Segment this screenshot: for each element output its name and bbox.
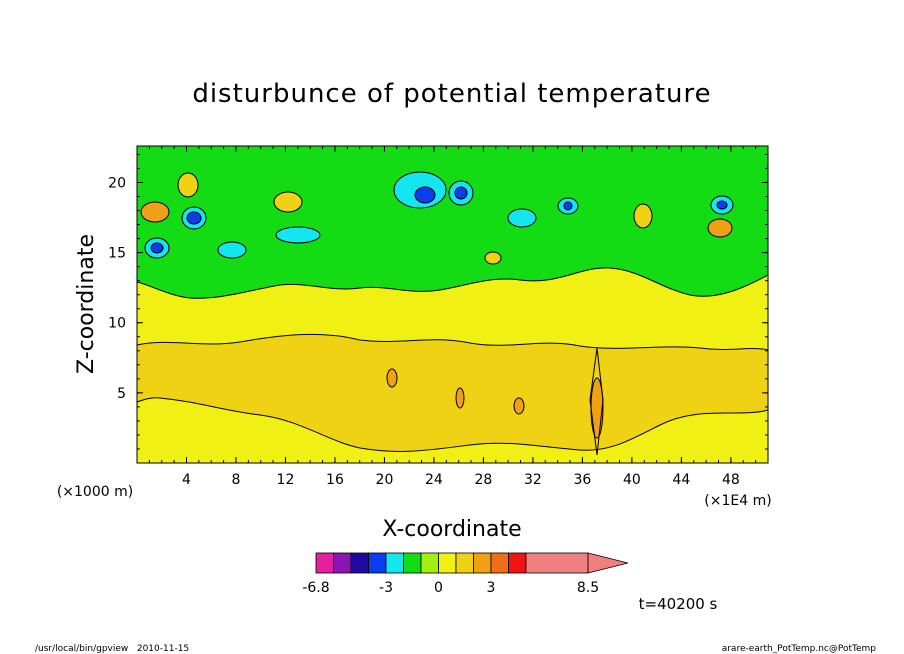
x-tick-label: 36 [573, 472, 591, 488]
colorbar-swatch [350, 552, 369, 574]
field-blob [513, 397, 525, 415]
field-band-positive [137, 333, 768, 452]
field-blob [273, 191, 303, 213]
y-axis-label: Z-coordinate [74, 234, 99, 374]
x-tick-label: 28 [475, 472, 493, 488]
colorbar-label: 3 [487, 580, 496, 596]
colorbar-swatch [385, 552, 404, 574]
x-axis-ticks: 4 8 12 16 20 24 28 32 36 40 44 48 [148, 146, 757, 488]
colorbar-labels: -6.8 -3 0 3 8.5 [302, 580, 599, 596]
x-tick-label: 44 [672, 472, 690, 488]
x-axis-label: X-coordinate [382, 517, 521, 542]
x-tick-label: 32 [524, 472, 542, 488]
y-tick-label: 5 [117, 386, 126, 402]
colorbar-swatch [438, 552, 457, 574]
colorbar-swatch [455, 552, 474, 574]
x-tick-label: 24 [425, 472, 443, 488]
colorbar-label: 0 [434, 580, 443, 596]
colorbar-swatch [315, 552, 334, 574]
colorbar-swatch [490, 552, 509, 574]
y-axis-ticks: 5 10 15 20 [108, 153, 768, 450]
x-tick-label: 4 [182, 472, 191, 488]
colorbar-label: 8.5 [577, 580, 599, 596]
colorbar-swatch [368, 552, 387, 574]
x-tick-label: 16 [326, 472, 344, 488]
field-blob [275, 226, 321, 244]
colorbar-swatch [420, 552, 439, 574]
x-tick-label: 40 [623, 472, 641, 488]
x-tick-label: 48 [722, 472, 740, 488]
colorbar-swatch [403, 552, 422, 574]
x-tick-label: 8 [232, 472, 241, 488]
field-blob [150, 242, 164, 254]
footer-left: /usr/local/bin/gpview 2010-11-15 [35, 644, 189, 654]
field-blob [633, 203, 653, 229]
field-blob [186, 211, 202, 225]
field-blob [507, 208, 537, 228]
plot-area [137, 146, 768, 463]
field-blob [563, 201, 573, 211]
x-tick-label: 12 [277, 472, 295, 488]
x-scale-note: (×1E4 m) [704, 493, 771, 509]
colorbar [315, 552, 629, 574]
field-blob [455, 387, 465, 409]
y-tick-label: 10 [108, 316, 126, 332]
colorbar-label: -6.8 [302, 580, 329, 596]
field-blob [386, 368, 398, 388]
field-blob [484, 251, 502, 265]
colorbar-swatch [508, 552, 527, 574]
field-blob [177, 172, 199, 198]
field-contour [589, 347, 604, 456]
field-blob [217, 241, 247, 259]
field-band-mixed [137, 146, 768, 299]
colorbar-swatch [525, 552, 589, 574]
time-label: t=40200 s [639, 595, 718, 613]
y-tick-label: 15 [108, 246, 126, 262]
field-blob [454, 186, 468, 200]
colorbar-swatch [473, 552, 492, 574]
field-blob [716, 200, 728, 210]
field-blob [140, 201, 170, 223]
colorbar-extend-arrow [587, 552, 629, 574]
plot-frame [136, 145, 769, 464]
colorbar-label: -3 [379, 580, 393, 596]
footer-right: arare-earth_PotTemp.nc@PotTemp [722, 644, 877, 654]
field-blob [707, 218, 733, 238]
field-blob [414, 186, 436, 204]
y-scale-note: (×1000 m) [57, 484, 133, 500]
chart-title: disturbunce of potential temperature [192, 79, 711, 109]
y-tick-label: 20 [108, 175, 126, 191]
x-tick-label: 20 [376, 472, 394, 488]
colorbar-swatch [333, 552, 352, 574]
